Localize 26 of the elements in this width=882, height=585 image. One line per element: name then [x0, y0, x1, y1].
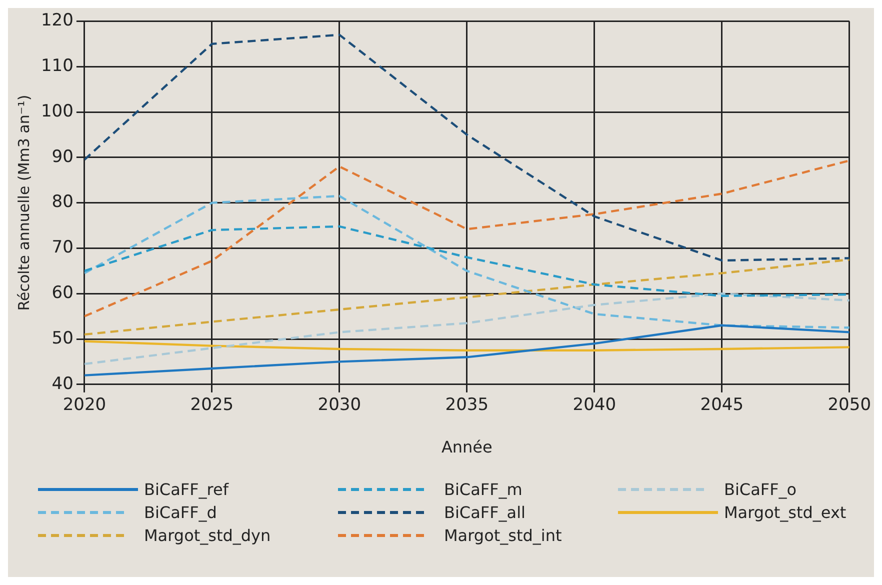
x-tick-label: 2045 [700, 395, 744, 416]
legend-label: BiCaFF_o [724, 480, 797, 499]
x-tick-label: 2025 [190, 395, 234, 416]
y-tick-label: 110 [40, 56, 74, 76]
legend-label: Margot_std_ext [724, 503, 846, 522]
x-tick-label: 2035 [445, 395, 489, 416]
y-tick-label: 80 [52, 192, 74, 212]
legend-label: BiCaFF_d [144, 503, 217, 522]
y-tick-label: 50 [52, 328, 74, 348]
y-tick-label: 40 [52, 374, 74, 394]
y-tick-label: 100 [40, 101, 74, 122]
y-tick-label: 70 [52, 238, 74, 258]
y-tick-label: 120 [40, 10, 74, 31]
legend-label: BiCaFF_all [444, 503, 526, 522]
legend-label: Margot_std_int [444, 526, 562, 545]
legend-label: BiCaFF_m [444, 480, 522, 499]
y-tick-label: 90 [52, 146, 74, 167]
y-axis-title: Récolte annuelle (Mm3 an⁻¹) [14, 94, 33, 311]
x-tick-label: 2050 [828, 395, 871, 416]
x-tick-label: 2020 [62, 395, 106, 416]
x-tick-label: 2030 [318, 395, 362, 416]
legend-label: BiCaFF_ref [144, 480, 229, 499]
x-tick-label: 2040 [572, 395, 616, 416]
y-tick-label: 60 [52, 283, 74, 304]
x-axis-title: Année [441, 438, 492, 457]
legend-label: Margot_std_dyn [144, 526, 271, 545]
